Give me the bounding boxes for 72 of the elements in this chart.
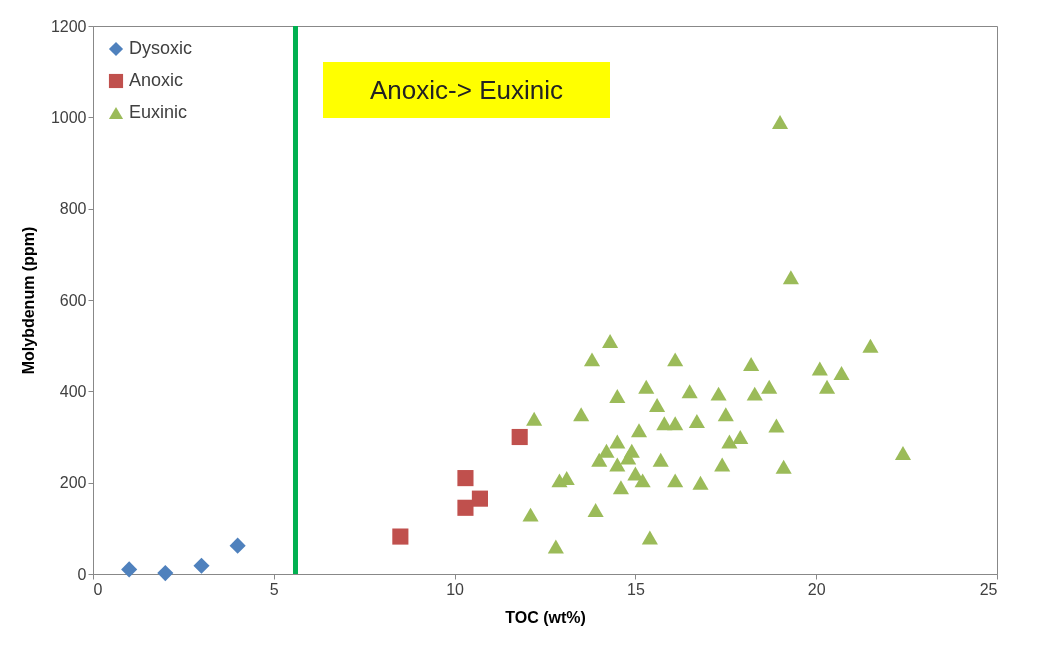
y-tick-label: 1000 <box>50 108 87 126</box>
point <box>457 470 474 487</box>
point <box>681 384 698 399</box>
x-tick-label: 0 <box>93 580 103 598</box>
point <box>833 366 850 381</box>
point <box>612 480 629 495</box>
y-tick-label: 1200 <box>50 17 87 35</box>
x-tick-label: 10 <box>446 580 465 598</box>
point <box>573 407 590 422</box>
x-axis-title: TOC (wt%) <box>505 608 586 626</box>
point <box>121 561 138 578</box>
point <box>732 430 749 444</box>
point <box>623 443 640 458</box>
point <box>587 503 604 518</box>
point <box>526 411 543 426</box>
point <box>710 386 727 401</box>
y-tick-label: 600 <box>59 291 87 309</box>
point <box>583 352 601 367</box>
point <box>746 386 763 401</box>
point <box>193 557 210 574</box>
legend-label: Euxinic <box>129 102 188 122</box>
x-tick-label: 20 <box>807 580 826 598</box>
point <box>811 361 828 376</box>
legend-label: Anoxic <box>129 70 184 90</box>
point <box>667 352 684 367</box>
point <box>457 499 474 516</box>
point <box>761 379 778 394</box>
point <box>688 414 705 428</box>
point <box>547 539 564 554</box>
point <box>609 388 626 403</box>
point <box>818 379 836 394</box>
point <box>392 528 409 545</box>
point <box>692 475 709 490</box>
point <box>782 270 799 285</box>
point <box>602 334 619 349</box>
point <box>471 490 488 507</box>
point <box>649 398 666 413</box>
point <box>717 407 734 422</box>
annotation: Anoxic-> Euxinic <box>370 75 563 105</box>
point <box>768 418 785 433</box>
x-tick-label: 25 <box>979 580 998 598</box>
point <box>609 434 626 449</box>
point <box>714 457 731 472</box>
point <box>630 423 648 438</box>
point <box>667 416 684 431</box>
point <box>609 457 626 472</box>
point <box>634 473 651 488</box>
y-axis-title: Molybdenum (ppm) <box>19 226 37 375</box>
y-tick-label: 800 <box>59 200 87 218</box>
point <box>894 446 912 460</box>
legend-label: Dysoxic <box>129 38 193 58</box>
point <box>775 459 792 474</box>
point <box>591 452 608 467</box>
point <box>652 452 669 467</box>
callout-box: Anoxic-> Euxinic <box>323 62 610 118</box>
y-tick-label: 200 <box>59 474 87 492</box>
point <box>743 356 760 371</box>
point <box>511 428 528 446</box>
point <box>641 530 658 545</box>
point <box>522 507 539 522</box>
y-tick-label: 0 <box>77 565 87 583</box>
point <box>229 537 246 554</box>
x-tick-label: 15 <box>627 580 645 598</box>
point <box>638 379 655 394</box>
x-tick-label: 5 <box>269 580 279 598</box>
point <box>667 473 684 488</box>
point <box>598 443 615 458</box>
y-tick-label: 400 <box>59 382 87 400</box>
point <box>771 114 789 129</box>
point <box>862 338 879 353</box>
point <box>721 434 738 449</box>
point <box>157 565 174 582</box>
